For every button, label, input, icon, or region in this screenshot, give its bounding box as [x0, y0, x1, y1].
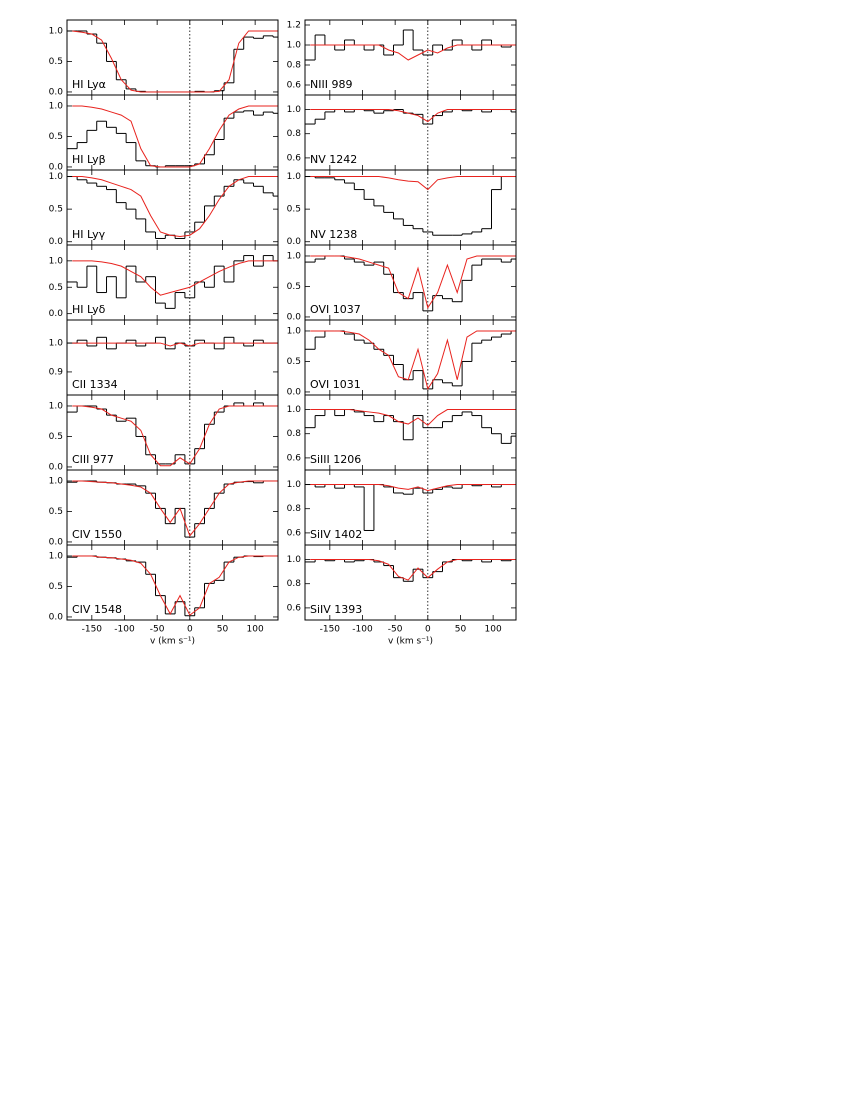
- x-tick-label: 100: [485, 625, 502, 635]
- y-tick-label: 0.0: [49, 237, 64, 247]
- model-line: [310, 176, 516, 191]
- panel-title: SiIV 1393: [310, 603, 362, 616]
- y-tick-label: 0.0: [49, 612, 64, 622]
- y-tick-label: 0.8: [287, 61, 302, 71]
- x-axis-label: v (km s⁻¹): [388, 637, 433, 647]
- model-line: [310, 409, 516, 426]
- x-tick-label: -150: [82, 625, 103, 635]
- y-tick-label: 0.6: [287, 453, 302, 463]
- panel-title: CII 1334: [72, 378, 118, 391]
- y-tick-label: 1.0: [49, 26, 64, 36]
- model-line: [310, 44, 516, 61]
- panel-title: SiIV 1402: [310, 528, 362, 541]
- y-tick-label: 0.6: [287, 528, 302, 538]
- y-tick-label: 0.8: [287, 129, 302, 139]
- x-tick-label: 0: [187, 625, 193, 635]
- y-tick-label: 0.0: [287, 237, 302, 247]
- y-tick-label: 1.0: [49, 401, 64, 411]
- panel-frame: [304, 544, 517, 621]
- model-line: [72, 176, 278, 238]
- x-tick-label: 50: [217, 625, 229, 635]
- y-tick-label: 0.9: [49, 367, 64, 377]
- panel-title: OVI 1031: [310, 378, 361, 391]
- y-tick-label: 0.5: [287, 357, 301, 367]
- y-tick-label: 0.5: [287, 282, 301, 292]
- panel-title: HI Lyα: [72, 78, 106, 91]
- panel-title: CIV 1550: [72, 528, 122, 541]
- model-line: [72, 105, 278, 168]
- y-tick-label: 1.0: [287, 172, 302, 182]
- y-tick-label: 0.6: [287, 603, 302, 613]
- y-tick-label: 0.0: [49, 462, 64, 472]
- panel-frame: [66, 544, 279, 621]
- panel-title: HI Lyβ: [72, 153, 106, 166]
- y-tick-label: 0.5: [49, 432, 63, 442]
- y-tick-label: 1.0: [287, 105, 302, 115]
- y-tick-label: 0.0: [287, 387, 302, 397]
- y-tick-label: 1.2: [287, 21, 301, 31]
- panel-title: NIII 989: [310, 78, 352, 91]
- panel-title: SiIII 1206: [310, 453, 361, 466]
- y-tick-label: 1.0: [49, 256, 64, 266]
- y-tick-label: 0.5: [287, 205, 301, 215]
- y-tick-label: 0.6: [287, 81, 302, 91]
- x-axis-label: v (km s⁻¹): [150, 637, 195, 647]
- panel-title: HI Lyγ: [72, 228, 106, 241]
- y-tick-label: 0.5: [49, 283, 63, 293]
- y-tick-label: 0.0: [49, 309, 64, 319]
- y-tick-label: 1.0: [49, 476, 64, 486]
- x-tick-label: 100: [247, 625, 264, 635]
- y-tick-label: 0.0: [49, 162, 64, 172]
- y-tick-label: 0.0: [287, 312, 302, 322]
- model-line: [72, 405, 278, 467]
- model-line: [310, 255, 516, 310]
- panel-title: CIV 1548: [72, 603, 122, 616]
- y-tick-label: 0.6: [287, 153, 302, 163]
- x-tick-label: -100: [114, 625, 135, 635]
- y-tick-label: 1.0: [49, 551, 64, 561]
- model-line: [72, 260, 278, 296]
- panel-title: NV 1242: [310, 153, 357, 166]
- model-line: [72, 480, 278, 537]
- y-tick-label: 0.5: [49, 57, 63, 67]
- x-tick-label: -100: [352, 625, 373, 635]
- panel-title: CIII 977: [72, 453, 114, 466]
- model-line: [72, 342, 278, 347]
- y-tick-label: 1.0: [287, 480, 302, 490]
- y-tick-label: 0.8: [287, 504, 302, 514]
- y-tick-label: 0.5: [49, 205, 63, 215]
- x-tick-label: 50: [455, 625, 467, 635]
- model-line: [310, 109, 516, 123]
- y-tick-label: 0.0: [49, 87, 64, 97]
- y-tick-label: 0.5: [49, 132, 63, 142]
- model-line: [72, 555, 278, 616]
- y-tick-label: 1.0: [287, 251, 302, 261]
- y-tick-label: 1.0: [49, 172, 64, 182]
- y-tick-label: 1.0: [49, 101, 64, 111]
- model-line: [310, 559, 516, 581]
- panel-title: NV 1238: [310, 228, 357, 241]
- y-tick-label: 1.0: [49, 339, 64, 349]
- x-tick-label: 0: [425, 625, 431, 635]
- y-tick-label: 0.5: [49, 582, 63, 592]
- panel-title: HI Lyδ: [72, 303, 106, 316]
- x-tick-label: -50: [388, 625, 403, 635]
- panel-title: OVI 1037: [310, 303, 361, 316]
- y-tick-label: 0.8: [287, 429, 302, 439]
- y-tick-label: 0.5: [49, 507, 63, 517]
- y-tick-label: 1.0: [287, 405, 302, 415]
- x-tick-label: -50: [150, 625, 165, 635]
- model-line: [310, 484, 516, 492]
- y-tick-label: 0.0: [49, 537, 64, 547]
- y-tick-label: 1.0: [287, 555, 302, 565]
- y-tick-label: 1.0: [287, 326, 302, 336]
- y-tick-label: 0.8: [287, 579, 302, 589]
- y-tick-label: 1.0: [287, 41, 302, 51]
- x-tick-label: -150: [320, 625, 341, 635]
- model-line: [72, 30, 278, 93]
- model-line: [310, 330, 516, 391]
